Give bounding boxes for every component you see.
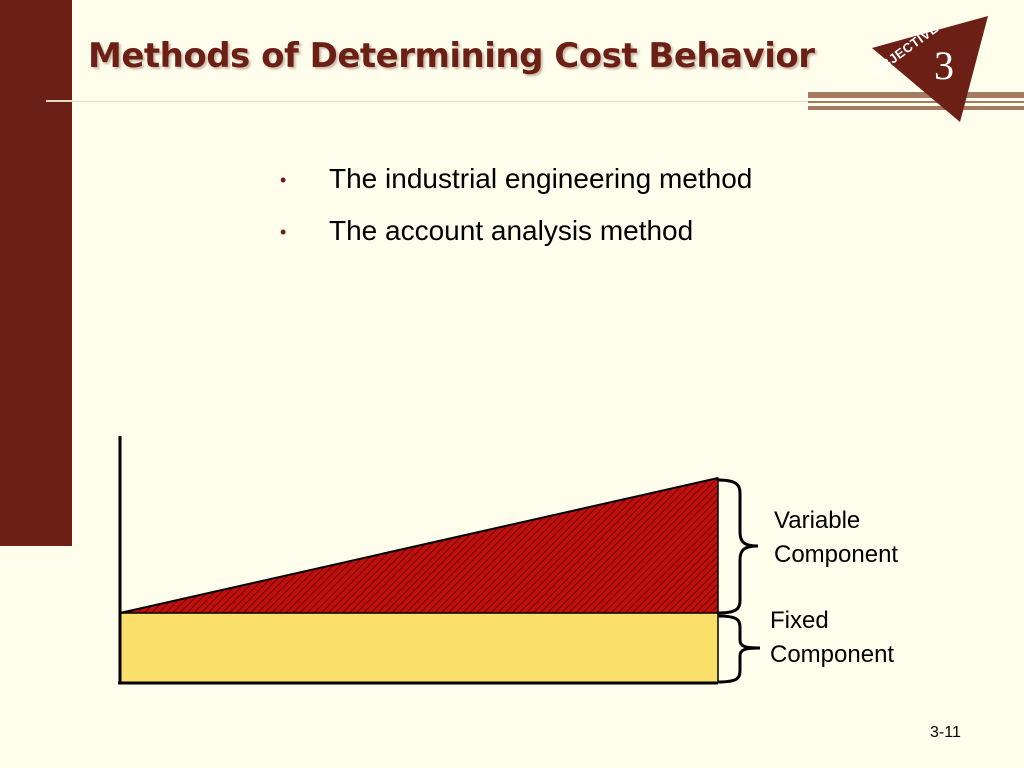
bullet-item: • The industrial engineering method [280,160,800,198]
fixed-label-line2: Component [770,641,895,668]
objective-badge-shape [872,16,988,122]
left-accent-bar [0,0,72,546]
header-stripe-2 [808,101,1024,103]
bullet-item: • The account analysis method [280,212,800,250]
fixed-component-label: Fixed Component [770,604,940,672]
fixed-component-area [120,613,718,683]
bullet-text: The industrial engineering method [329,163,753,194]
variable-brace [717,478,759,615]
bullet-dot-icon: • [280,170,287,190]
objective-number: 3 [934,43,954,88]
bullet-list: • The industrial engineering method • Th… [280,160,800,264]
header-stripe-1 [808,92,1024,98]
bullet-text: The account analysis method [329,215,694,246]
title-rule [72,101,812,102]
fixed-label-line1: Fixed [770,607,829,634]
objective-badge: OBJECTIVE 3 [860,8,990,126]
variable-label-line1: Variable [774,507,861,534]
variable-component-label: Variable Component [774,504,944,572]
bullet-dot-icon: • [280,222,287,242]
header-stripe-3 [808,106,1024,110]
variable-top-edge [119,477,719,614]
title-rule-left [46,100,72,102]
fixed-brace [717,614,761,684]
slide-number: 3-11 [930,724,961,741]
variable-label-line2: Component [774,541,899,568]
slide-title: Methods of Determining Cost Behavior [88,36,815,76]
